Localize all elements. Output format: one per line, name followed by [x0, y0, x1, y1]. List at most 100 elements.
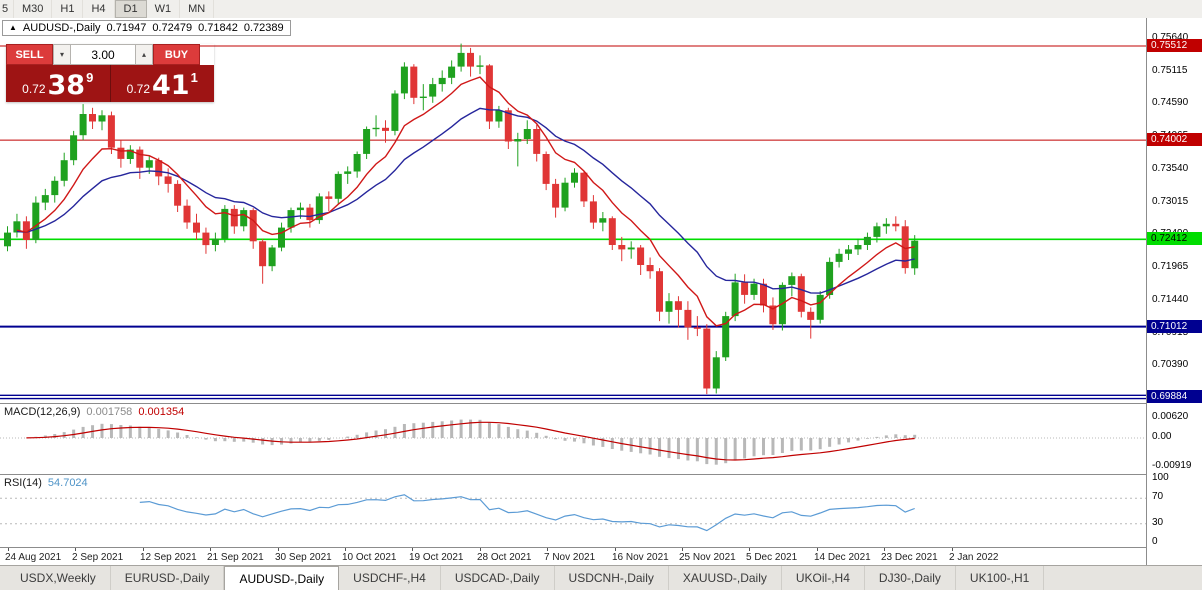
date-tick — [952, 548, 953, 551]
volume-increase-button[interactable]: ▴ — [136, 44, 153, 65]
rsi-name: RSI(14) — [4, 477, 42, 489]
candle-body — [504, 110, 512, 142]
chart-tab-bar: USDX,Weekly EURUSD-,Daily AUDUSD-,Daily USD… — [0, 565, 1202, 590]
candle-body — [892, 223, 900, 227]
candle-body — [797, 276, 805, 312]
volume-decrease-button[interactable]: ▾ — [53, 44, 70, 65]
date-label: 2 Sep 2021 — [72, 552, 124, 563]
sell-price[interactable]: 0.72 38 9 — [6, 65, 111, 102]
date-tick — [412, 548, 413, 551]
candle-body — [145, 160, 153, 168]
bottom-tab-ukoil-h4[interactable]: UKOil-,H4 — [782, 566, 865, 590]
price-axis[interactable]: 0.756400.751150.745900.740650.735400.730… — [1146, 18, 1202, 565]
date-tick — [8, 548, 9, 551]
candle-body — [419, 96, 427, 98]
timeframe-button-h4[interactable]: H4 — [83, 0, 115, 18]
candle-body — [107, 115, 115, 148]
candle-body — [70, 135, 78, 161]
candle-body — [495, 110, 503, 122]
candlestick-chart[interactable] — [0, 18, 1146, 403]
bottom-tab-usdx-weekly[interactable]: USDX,Weekly — [6, 566, 111, 590]
price-level-label: 0.71012 — [1147, 320, 1202, 333]
macd-signal-value: 0.001354 — [138, 406, 185, 418]
date-tick — [615, 548, 616, 551]
candle-body — [382, 127, 389, 131]
candle-body — [911, 240, 919, 269]
candle-body — [41, 195, 49, 203]
price-axis-tick: 0.74590 — [1152, 97, 1189, 108]
candle-body — [391, 93, 399, 131]
bottom-tab-xauusd-daily[interactable]: XAUUSD-,Daily — [669, 566, 782, 590]
rsi-axis-tick: 70 — [1152, 491, 1164, 502]
date-label: 5 Dec 2021 — [746, 552, 798, 563]
macd-panel[interactable]: MACD(12,26,9) 0.001758 0.001354 — [0, 403, 1146, 475]
date-tick — [749, 548, 750, 551]
bottom-tab-eurusd-daily[interactable]: EURUSD-,Daily — [111, 566, 225, 590]
candle-body — [13, 221, 21, 233]
rsi-line — [139, 494, 915, 532]
price-axis-tick: 0.73540 — [1152, 163, 1189, 174]
macd-axis-tick: 0.00620 — [1152, 411, 1189, 422]
candle-body — [769, 305, 777, 325]
timeframe-button-h1[interactable]: H1 — [52, 0, 84, 18]
candle-body — [325, 196, 333, 199]
timeframe-button-d1[interactable]: D1 — [114, 0, 147, 18]
sell-price-big: 38 — [47, 70, 86, 101]
date-axis[interactable]: 24 Aug 2021 2 Sep 2021 12 Sep 2021 21 Sep 2… — [0, 547, 1146, 566]
candle-body — [485, 65, 493, 122]
chart-title: ▲ AUDUSD-,Daily 0.71947 0.72479 0.71842 … — [2, 20, 291, 36]
chart-collapse-icon[interactable]: ▲ — [9, 23, 17, 32]
sell-button[interactable]: SELL — [6, 44, 53, 65]
candle-body — [32, 202, 40, 240]
candle-body — [863, 236, 871, 245]
ohlc-high: 0.72479 — [152, 22, 193, 34]
timeframe-button-w1[interactable]: W1 — [147, 0, 181, 18]
date-label: 12 Sep 2021 — [140, 552, 197, 563]
buy-button[interactable]: BUY — [153, 44, 200, 65]
candle-body — [183, 205, 191, 223]
date-label: 7 Nov 2021 — [544, 552, 596, 563]
bottom-tab-usdcad-daily[interactable]: USDCAD-,Daily — [441, 566, 555, 590]
buy-price-big: 41 — [152, 70, 190, 101]
date-label: 25 Nov 2021 — [679, 552, 736, 563]
candle-body — [684, 309, 692, 328]
rsi-label: RSI(14) 54.7024 — [4, 477, 88, 489]
price-axis-tick: 0.71965 — [1152, 261, 1189, 272]
price-level-label: 0.74002 — [1147, 133, 1202, 146]
candle-body — [627, 247, 635, 250]
date-tick — [278, 548, 279, 551]
date-label: 23 Dec 2021 — [881, 552, 938, 563]
timeframe-button-mn[interactable]: MN — [180, 0, 215, 18]
candle-body — [760, 283, 767, 306]
candle-body — [589, 201, 597, 223]
candle-body — [79, 114, 87, 136]
buy-price[interactable]: 0.72 41 1 — [111, 65, 215, 102]
sell-price-prefix: 0.72 — [22, 82, 46, 96]
date-label: 19 Oct 2021 — [409, 552, 464, 563]
macd-chart — [0, 419, 1146, 465]
candle-body — [136, 149, 144, 168]
candle-body — [514, 139, 522, 142]
date-label: 16 Nov 2021 — [612, 552, 669, 563]
ohlc-close: 0.72389 — [243, 22, 284, 34]
rsi-panel[interactable]: RSI(14) 54.7024 — [0, 474, 1146, 548]
candle-body — [221, 208, 229, 239]
bottom-tab-audusd-daily[interactable]: AUDUSD-,Daily — [224, 566, 340, 590]
price-level-label: 0.72412 — [1147, 232, 1202, 245]
bottom-tab-usdcnh-daily[interactable]: USDCNH-,Daily — [555, 566, 669, 590]
candle-body — [835, 253, 843, 262]
price-chart-area[interactable]: ▲ AUDUSD-,Daily 0.71947 0.72479 0.71842 … — [0, 18, 1146, 403]
candle-body — [51, 180, 59, 196]
bottom-tab-usdchf-h4[interactable]: USDCHF-,H4 — [339, 566, 441, 590]
candle-body — [353, 154, 361, 172]
candle-body — [249, 210, 257, 242]
buy-price-pip: 1 — [190, 70, 198, 85]
timeframe-button-partial[interactable]: 5 — [0, 0, 14, 18]
volume-input[interactable] — [70, 44, 136, 65]
bottom-tab-uk100-h1[interactable]: UK100-,H1 — [956, 566, 1045, 590]
candle-body — [571, 172, 578, 183]
bottom-tab-dj30-daily[interactable]: DJ30-,Daily — [865, 566, 956, 590]
candle-body — [854, 245, 862, 250]
timeframe-button-m30[interactable]: M30 — [14, 0, 53, 18]
